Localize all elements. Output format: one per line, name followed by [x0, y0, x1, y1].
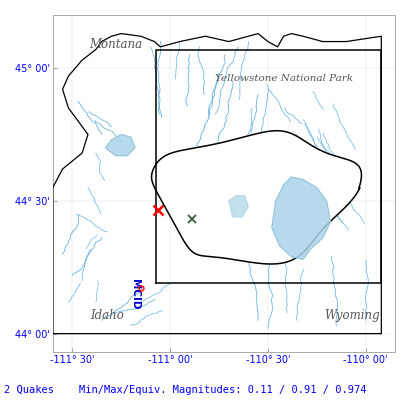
Text: Idaho: Idaho: [90, 308, 124, 322]
Polygon shape: [271, 177, 330, 259]
Text: Yellowstone National Park: Yellowstone National Park: [214, 74, 352, 83]
Text: MCID: MCID: [130, 278, 139, 309]
Text: 2 Quakes    Min/Max/Equiv. Magnitudes: 0.11 / 0.91 / 0.974: 2 Quakes Min/Max/Equiv. Magnitudes: 0.11…: [4, 385, 366, 395]
Text: Wyoming: Wyoming: [324, 308, 379, 322]
Polygon shape: [151, 131, 361, 264]
Text: Montana: Montana: [89, 38, 142, 51]
Polygon shape: [228, 196, 248, 217]
Polygon shape: [106, 134, 135, 156]
